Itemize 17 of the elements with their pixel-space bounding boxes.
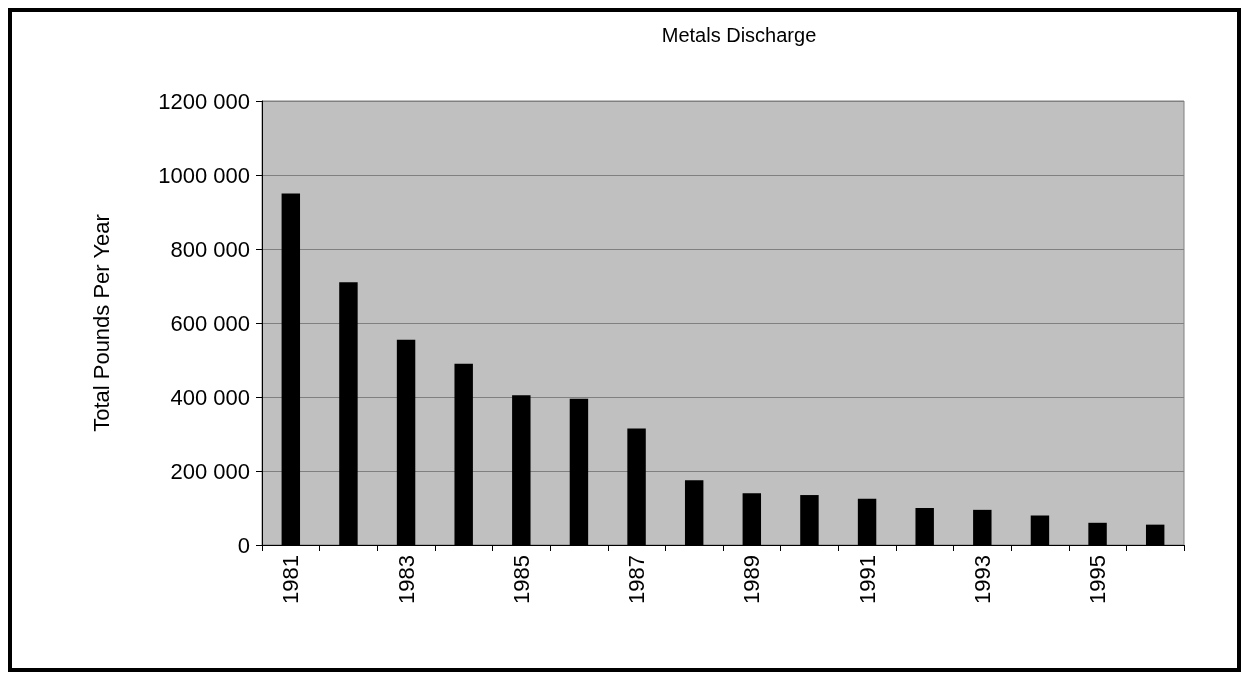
y-tick-label: 400 000 — [170, 384, 250, 410]
y-tick-label: 1200 000 — [158, 88, 250, 114]
x-tick-label: 1987 — [624, 555, 650, 604]
x-tick-label: 1995 — [1085, 555, 1111, 604]
y-tick-label: 800 000 — [170, 236, 250, 262]
x-tick-label: 1989 — [739, 555, 765, 604]
chart-title: Metals Discharge — [661, 24, 817, 46]
x-tick-label: 1991 — [854, 555, 880, 604]
x-tick-label: 1983 — [393, 555, 419, 604]
x-tick-label: 1985 — [508, 555, 534, 604]
x-tick-label: 1981 — [278, 555, 304, 604]
y-tick-label: 1000 000 — [158, 162, 250, 188]
y-tick-label: 200 000 — [170, 458, 250, 484]
y-axis-title: Total Pounds Per Year — [88, 214, 114, 432]
y-tick-label: 0 — [237, 532, 250, 558]
x-tick-label: 1993 — [969, 555, 995, 604]
y-tick-label: 600 000 — [170, 310, 250, 336]
